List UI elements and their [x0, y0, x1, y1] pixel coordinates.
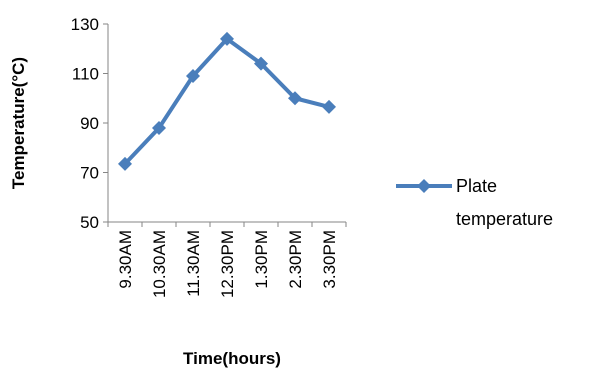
x-tick-label: 1.30PM: [252, 230, 271, 289]
y-tick-label: 90: [80, 114, 99, 133]
data-point-marker: [322, 99, 336, 114]
x-tick-label: 12.30PM: [218, 230, 237, 298]
y-tick-label: 110: [72, 65, 99, 84]
y-tick-label: 50: [80, 213, 99, 232]
x-axis: 9.30AM 10.30AM 11.30AM 12.30PM 1.30PM 2.30PM 3…: [107, 221, 347, 298]
data-point-marker: [288, 91, 302, 106]
y-axis-title: Temperature(°C): [9, 57, 28, 189]
data-point-marker: [152, 120, 166, 135]
y-axis: 50 70 90 110 130: [71, 15, 109, 232]
x-tick-label: 9.30AM: [116, 230, 135, 289]
legend: Plate temperature: [396, 176, 553, 229]
data-point-marker: [254, 56, 268, 71]
legend-label-line-1: Plate: [456, 176, 497, 196]
legend-marker: [417, 179, 431, 193]
y-tick-label: 130: [71, 15, 99, 34]
data-point-marker: [118, 156, 132, 171]
data-point-marker: [186, 68, 200, 83]
x-tick-label: 3.30PM: [320, 230, 339, 289]
x-tick-label: 2.30PM: [286, 230, 305, 289]
legend-label-line-2: temperature: [456, 209, 553, 229]
series-plate-temperature: [118, 31, 336, 171]
x-tick-label: 10.30AM: [150, 230, 169, 298]
x-tick-label: 11.30AM: [184, 230, 203, 297]
data-point-marker: [220, 31, 234, 46]
y-tick-label: 70: [80, 164, 99, 183]
x-axis-title: Time(hours): [183, 349, 281, 368]
